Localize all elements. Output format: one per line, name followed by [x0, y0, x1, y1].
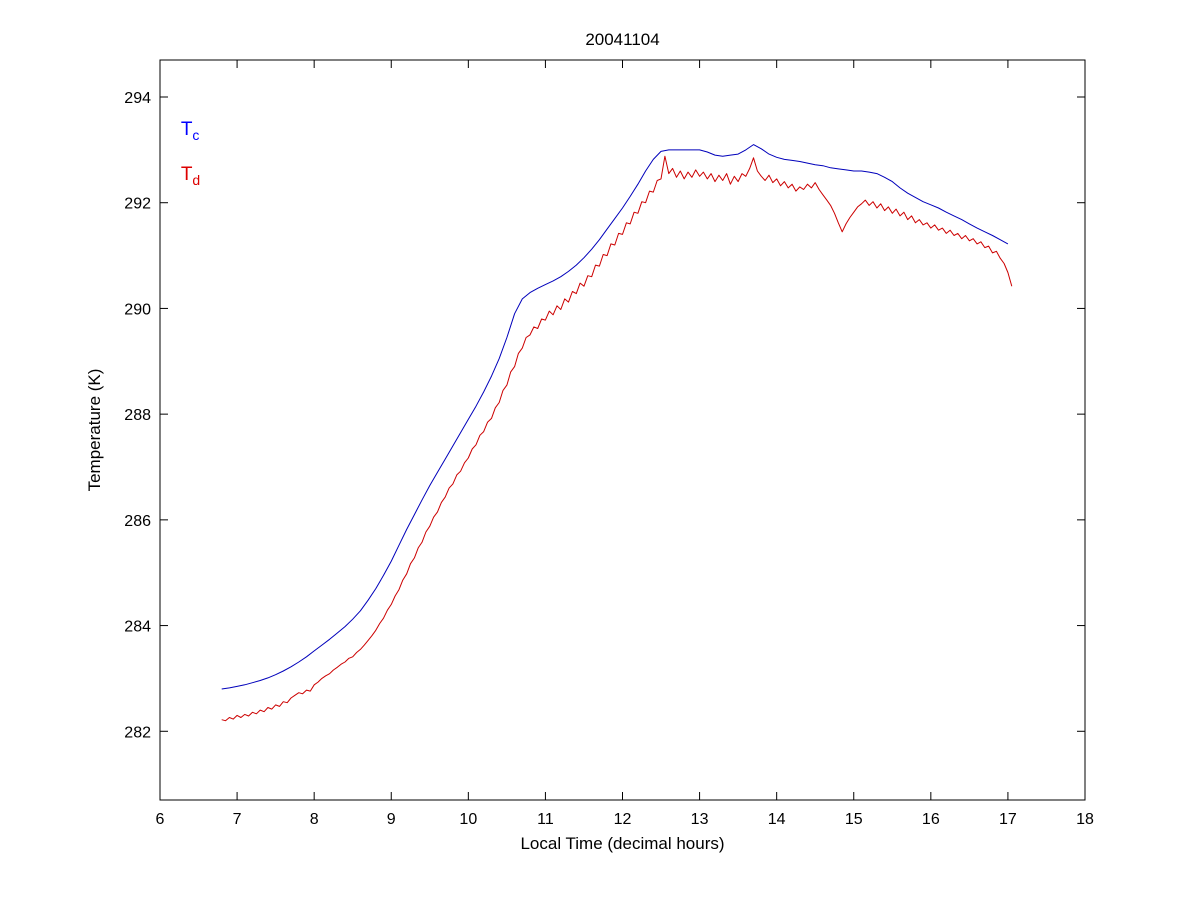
- x-tick-label: 9: [387, 811, 396, 828]
- y-tick-label: 284: [124, 619, 151, 636]
- y-tick-label: 288: [124, 407, 151, 424]
- x-tick-label: 7: [233, 811, 242, 828]
- legend-label-Td: Td: [181, 164, 200, 188]
- x-tick-label: 8: [310, 811, 319, 828]
- x-tick-label: 15: [845, 811, 863, 828]
- x-tick-label: 6: [156, 811, 165, 828]
- x-tick-label: 17: [999, 811, 1017, 828]
- chart-title: 20041104: [585, 30, 660, 49]
- x-tick-label: 14: [768, 811, 786, 828]
- x-tick-label: 18: [1076, 811, 1094, 828]
- axes-box: [159, 59, 1086, 801]
- x-tick-label: 12: [614, 811, 632, 828]
- y-tick-label: 292: [124, 196, 151, 213]
- x-axis-label: Local Time (decimal hours): [520, 834, 725, 853]
- legend-label-Tc: Tc: [181, 119, 200, 143]
- y-tick-label: 294: [124, 90, 151, 107]
- y-tick-label: 286: [124, 513, 151, 530]
- x-tick-label: 16: [922, 811, 940, 828]
- series-line-Tc: [221, 144, 1009, 690]
- x-tick-label: 10: [459, 811, 477, 828]
- series-line-Td: [221, 155, 1013, 722]
- x-tick-label: 13: [691, 811, 709, 828]
- y-tick-label: 282: [124, 724, 151, 741]
- y-tick-label: 290: [124, 301, 151, 318]
- x-tick-label: 11: [537, 811, 554, 828]
